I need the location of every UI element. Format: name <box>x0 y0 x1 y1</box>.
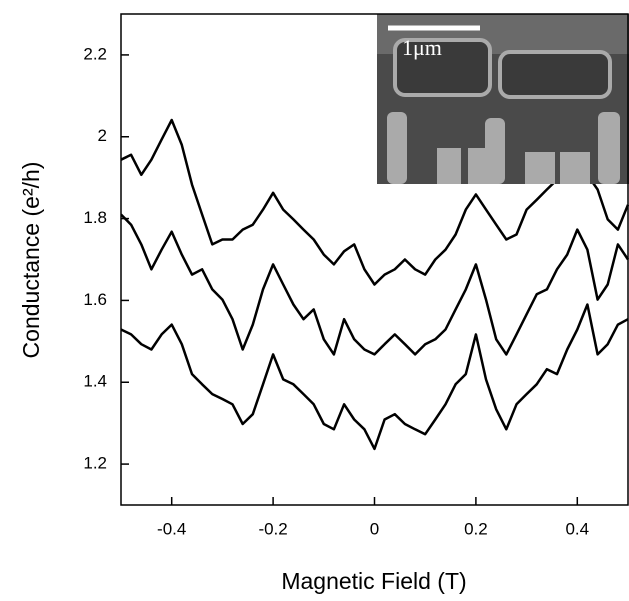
y-tick-label: 1.2 <box>83 454 107 473</box>
scale-label: 1μm <box>402 35 442 60</box>
x-tick-label: -0.2 <box>258 519 287 538</box>
y-axis-label: Conductance (e²/h) <box>18 162 44 359</box>
x-axis-label: Magnetic Field (T) <box>281 568 466 594</box>
y-tick-label: 1.8 <box>83 208 107 227</box>
plot-lines <box>121 118 629 451</box>
y-tick-label: 2 <box>98 126 107 145</box>
x-tick-label: 0 <box>370 519 379 538</box>
y-tick-label: 1.6 <box>83 290 107 309</box>
data-line <box>121 303 629 451</box>
y-tick-label: 1.4 <box>83 372 107 391</box>
y-tick-label: 2.2 <box>83 44 107 63</box>
data-line <box>121 118 629 286</box>
inset-image: 1μm <box>377 14 629 184</box>
x-tick-label: -0.4 <box>157 519 186 538</box>
data-line <box>121 213 629 356</box>
x-tick-label: 0.2 <box>464 519 488 538</box>
x-tick-label: 0.4 <box>565 519 589 538</box>
